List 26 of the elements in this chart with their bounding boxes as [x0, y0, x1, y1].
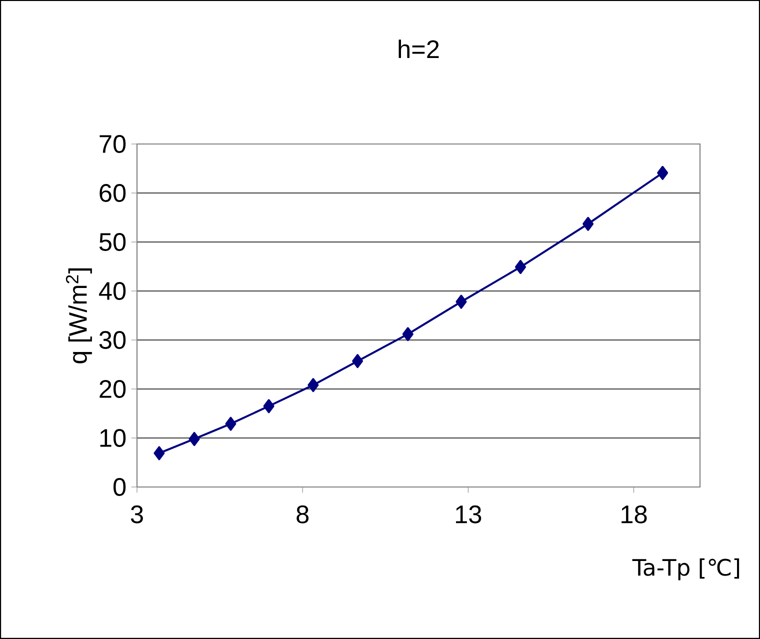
y-tick-label: 60 [100, 184, 126, 202]
y-tick-label: 20 [100, 380, 126, 398]
point [402, 327, 414, 342]
y-tick-label: 0 [113, 478, 126, 496]
x-tick-label: 18 [622, 505, 647, 524]
point [352, 354, 364, 368]
y-axis-title: q [W/m$^{2}$] [66, 268, 92, 364]
y-tick-label: 10 [100, 429, 126, 447]
x-tick-label: 3 [130, 505, 143, 524]
x-axis-title: Ta-Tp [℃] [632, 558, 740, 580]
chart-title: h=2 [398, 40, 439, 58]
point [308, 378, 319, 392]
point [263, 399, 274, 414]
point [456, 294, 467, 309]
x-tick-label: 8 [296, 505, 309, 524]
point [225, 416, 236, 431]
point [582, 216, 594, 231]
y-tick-label: 50 [99, 233, 126, 251]
point [188, 432, 200, 446]
y-tick-label: 70 [100, 135, 126, 153]
x-tick-label: 13 [456, 505, 482, 524]
y-tick-label: 40 [99, 282, 126, 300]
point [657, 166, 668, 180]
point [515, 260, 526, 274]
point [154, 446, 165, 460]
y-tick-label: 30 [99, 331, 126, 349]
